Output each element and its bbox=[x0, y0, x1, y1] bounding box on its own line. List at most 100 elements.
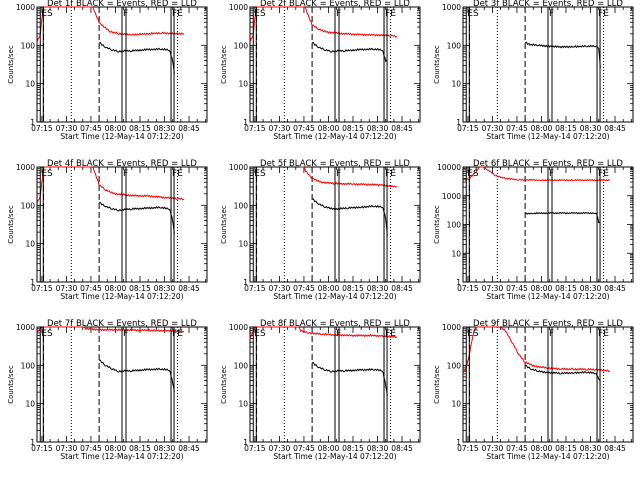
panel-title: Det 4f BLACK = Events, RED = LLD bbox=[47, 159, 197, 169]
detector-panel-2: Det 2f BLACK = Events, RED = LLD 1 10 100 10… bbox=[220, 0, 421, 141]
x-tick-label: 08:00 bbox=[531, 124, 553, 133]
x-tick-label: 08:00 bbox=[531, 284, 553, 293]
x-axis-label: Start Time (12-May-14 07:12:20) bbox=[273, 452, 396, 461]
x-tick-label: 07:15 bbox=[31, 124, 53, 133]
detector-panel-5: Det 5f BLACK = Events, RED = LLD 1 10 100 10… bbox=[220, 159, 421, 301]
series-line-1 bbox=[36, 6, 185, 43]
y-tick-label: 1000 bbox=[442, 3, 461, 12]
panel-title: Det 9f BLACK = Events, RED = LLD bbox=[473, 319, 623, 329]
series-line-2 bbox=[99, 201, 175, 234]
detector-panel-9: Det 9f BLACK = Events, RED = LLD 1 10 100 10… bbox=[433, 319, 634, 461]
marker-fe-label: FE bbox=[598, 9, 609, 19]
y-tick-label: 10 bbox=[451, 249, 461, 258]
x-tick-label: 07:15 bbox=[31, 284, 53, 293]
x-tick-label: 08:15 bbox=[555, 124, 577, 133]
x-tick-label: 08:00 bbox=[318, 124, 340, 133]
marker-f-box bbox=[334, 166, 340, 283]
series-line-1 bbox=[524, 41, 601, 68]
x-tick-label: 08:45 bbox=[178, 444, 200, 453]
marker-fe-box bbox=[596, 166, 601, 283]
marker-f-box bbox=[121, 166, 127, 283]
x-axis-label: Start Time (12-May-14 07:12:20) bbox=[60, 132, 183, 141]
marker-f-label: F bbox=[549, 329, 554, 339]
y-tick-label: 10 bbox=[238, 80, 248, 89]
x-tick-label: 07:45 bbox=[80, 124, 102, 133]
x-tick-label: 07:30 bbox=[56, 444, 78, 453]
x-tick-label: 08:45 bbox=[604, 284, 626, 293]
y-axis-label: Counts/sec bbox=[220, 205, 228, 244]
y-axis-label: Counts/sec bbox=[7, 45, 15, 84]
marker-fe-label: FE bbox=[385, 329, 396, 339]
x-tick-label: 08:30 bbox=[367, 284, 389, 293]
y-tick-label: 100 bbox=[21, 41, 36, 50]
y-tick-label: 1000 bbox=[442, 323, 461, 332]
y-tick-label: 100 bbox=[447, 361, 462, 370]
x-tick-label: 07:30 bbox=[482, 284, 504, 293]
y-tick-label: 10 bbox=[238, 400, 248, 409]
detector-panel-4: Det 4f BLACK = Events, RED = LLD 1 10 100 10… bbox=[7, 159, 208, 301]
y-tick-label: 100 bbox=[234, 201, 249, 210]
marker-es-label: ES bbox=[467, 169, 479, 179]
panel-title: Det 6f BLACK = Events, RED = LLD bbox=[473, 159, 623, 169]
x-tick-label: 07:45 bbox=[80, 284, 102, 293]
panel-title: Det 3f BLACK = Events, RED = LLD bbox=[473, 0, 623, 9]
x-tick-label: 07:45 bbox=[506, 284, 528, 293]
x-axis-label: Start Time (12-May-14 07:12:20) bbox=[486, 452, 609, 461]
marker-f-label: F bbox=[336, 9, 341, 19]
x-tick-label: 07:30 bbox=[482, 124, 504, 133]
y-axis-label: Counts/sec bbox=[220, 45, 228, 84]
y-tick-label: 10 bbox=[451, 80, 461, 89]
marker-es-label: ES bbox=[467, 9, 479, 19]
x-tick-label: 07:45 bbox=[506, 444, 528, 453]
panel-title: Det 1f BLACK = Events, RED = LLD bbox=[47, 0, 197, 9]
y-tick-label: 10 bbox=[25, 80, 35, 89]
x-tick-label: 08:15 bbox=[129, 284, 151, 293]
x-tick-label: 08:00 bbox=[105, 444, 127, 453]
marker-es-box bbox=[252, 6, 257, 123]
marker-f-label: F bbox=[549, 9, 554, 19]
series-line-2 bbox=[312, 362, 388, 396]
marker-fe-box bbox=[170, 326, 175, 443]
marker-es-box bbox=[465, 166, 470, 283]
x-tick-label: 08:15 bbox=[555, 284, 577, 293]
detector-panel-6: Det 6f BLACK = Events, RED = LLD 1 10 100 10… bbox=[433, 159, 634, 301]
y-tick-label: 10 bbox=[238, 240, 248, 249]
y-tick-label: 100 bbox=[21, 201, 36, 210]
x-tick-label: 08:30 bbox=[580, 444, 602, 453]
marker-f-label: F bbox=[123, 329, 128, 339]
y-axis-label: Counts/sec bbox=[433, 45, 441, 84]
x-tick-label: 08:30 bbox=[154, 284, 176, 293]
marker-fe-label: FE bbox=[385, 169, 396, 179]
y-tick-label: 1000 bbox=[229, 163, 248, 172]
x-axis-label: Start Time (12-May-14 07:12:20) bbox=[273, 132, 396, 141]
detector-panel-7: Det 7f BLACK = Events, RED = LLD 1 10 100 10… bbox=[7, 319, 208, 461]
x-tick-label: 07:15 bbox=[457, 444, 479, 453]
x-tick-label: 07:15 bbox=[244, 124, 266, 133]
marker-f-box bbox=[334, 326, 340, 443]
x-tick-label: 08:15 bbox=[342, 444, 364, 453]
y-axis-label: Counts/sec bbox=[7, 205, 15, 244]
marker-es-label: ES bbox=[254, 329, 266, 339]
x-tick-label: 07:45 bbox=[80, 444, 102, 453]
series-line-2 bbox=[99, 42, 175, 74]
x-tick-label: 08:00 bbox=[318, 444, 340, 453]
marker-fe-label: FE bbox=[598, 169, 609, 179]
series-line-1 bbox=[462, 326, 611, 375]
x-tick-label: 08:45 bbox=[178, 284, 200, 293]
marker-f-box bbox=[547, 166, 553, 283]
x-tick-label: 07:15 bbox=[244, 284, 266, 293]
x-tick-label: 08:15 bbox=[555, 444, 577, 453]
x-axis-label: Start Time (12-May-14 07:12:20) bbox=[486, 292, 609, 301]
y-tick-label: 1 bbox=[456, 278, 461, 287]
x-tick-label: 07:45 bbox=[293, 284, 315, 293]
marker-f-box bbox=[121, 6, 127, 123]
marker-fe-box bbox=[596, 6, 601, 123]
x-tick-label: 08:30 bbox=[154, 444, 176, 453]
y-tick-label: 10000 bbox=[437, 163, 461, 172]
marker-f-box bbox=[334, 6, 340, 123]
marker-es-box bbox=[39, 166, 44, 283]
panel-title: Det 7f BLACK = Events, RED = LLD bbox=[47, 319, 197, 329]
x-tick-label: 08:00 bbox=[105, 284, 127, 293]
x-axis-label: Start Time (12-May-14 07:12:20) bbox=[486, 132, 609, 141]
y-tick-label: 1 bbox=[243, 278, 248, 287]
